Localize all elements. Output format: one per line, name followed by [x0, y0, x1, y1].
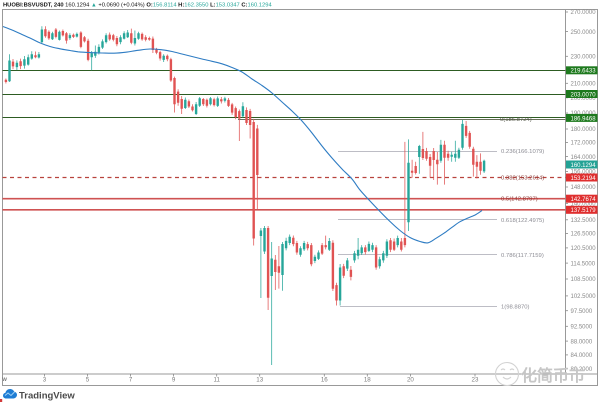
svg-text:3: 3: [43, 377, 47, 384]
svg-text:97.5000: 97.5000: [571, 309, 593, 315]
svg-text:160.1294: 160.1294: [571, 163, 597, 169]
svg-text:0.382(153.2614): 0.382(153.2614): [501, 176, 544, 182]
svg-text:0.5(142.8797): 0.5(142.8797): [501, 196, 538, 202]
svg-text:84.0000: 84.0000: [571, 353, 593, 359]
svg-text:140.0000: 140.0000: [571, 202, 597, 208]
svg-text:120.5000: 120.5000: [571, 246, 597, 252]
svg-text:11: 11: [213, 377, 220, 384]
svg-text:20: 20: [407, 377, 414, 384]
svg-text:153.2194: 153.2194: [571, 176, 597, 182]
svg-text:142.7674: 142.7674: [571, 197, 597, 203]
svg-text:化简币市: 化简币市: [521, 366, 585, 385]
svg-text:172.0000: 172.0000: [571, 141, 597, 147]
svg-text:219.6433: 219.6433: [571, 69, 597, 75]
svg-text:180.0000: 180.0000: [571, 127, 597, 133]
svg-text:203.0070: 203.0070: [571, 92, 597, 98]
svg-text:210.0000: 210.0000: [571, 82, 597, 88]
svg-text:7: 7: [129, 377, 133, 384]
svg-text:0.236(166.1079): 0.236(166.1079): [501, 149, 544, 155]
svg-text:88.0000: 88.0000: [571, 339, 593, 345]
svg-text:0(186.8724): 0(186.8724): [500, 117, 532, 123]
svg-text:0.618(122.4975): 0.618(122.4975): [501, 218, 544, 224]
svg-text:1(98.8870): 1(98.8870): [501, 305, 530, 311]
svg-text:132.5000: 132.5000: [571, 218, 597, 224]
svg-text:164.0000: 164.0000: [571, 155, 597, 161]
svg-text:137.5179: 137.5179: [571, 208, 597, 214]
svg-text:9: 9: [172, 377, 176, 384]
svg-text:270.0000: 270.0000: [571, 10, 597, 16]
svg-text:w: w: [2, 377, 8, 383]
svg-text:114.5000: 114.5000: [571, 261, 596, 267]
svg-text:92.5000: 92.5000: [571, 325, 593, 331]
svg-text:156.0000: 156.0000: [571, 170, 597, 176]
svg-text:102.5000: 102.5000: [571, 294, 597, 300]
svg-text:148.0000: 148.0000: [571, 185, 597, 191]
svg-text:13: 13: [256, 377, 263, 384]
svg-text:5: 5: [86, 377, 90, 384]
svg-text:80.2000: 80.2000: [571, 367, 593, 373]
svg-text:186.9468: 186.9468: [571, 116, 597, 122]
svg-text:230.0000: 230.0000: [571, 55, 597, 61]
svg-text:TradingView: TradingView: [19, 391, 75, 402]
svg-text:126.5000: 126.5000: [571, 232, 597, 238]
svg-text:HUOBI:BSVUSDT, 240 160.1294 ▲: HUOBI:BSVUSDT, 240 160.1294 ▲ +0.0690 (+…: [3, 3, 272, 9]
svg-text:23: 23: [472, 377, 479, 384]
svg-text:18: 18: [364, 377, 371, 384]
svg-text:16: 16: [321, 377, 328, 384]
svg-text:0.786(117.7159): 0.786(117.7159): [501, 253, 544, 259]
svg-text:250.0000: 250.0000: [571, 30, 597, 36]
svg-text:200.0000: 200.0000: [571, 96, 597, 102]
svg-text:108.5000: 108.5000: [571, 277, 597, 283]
